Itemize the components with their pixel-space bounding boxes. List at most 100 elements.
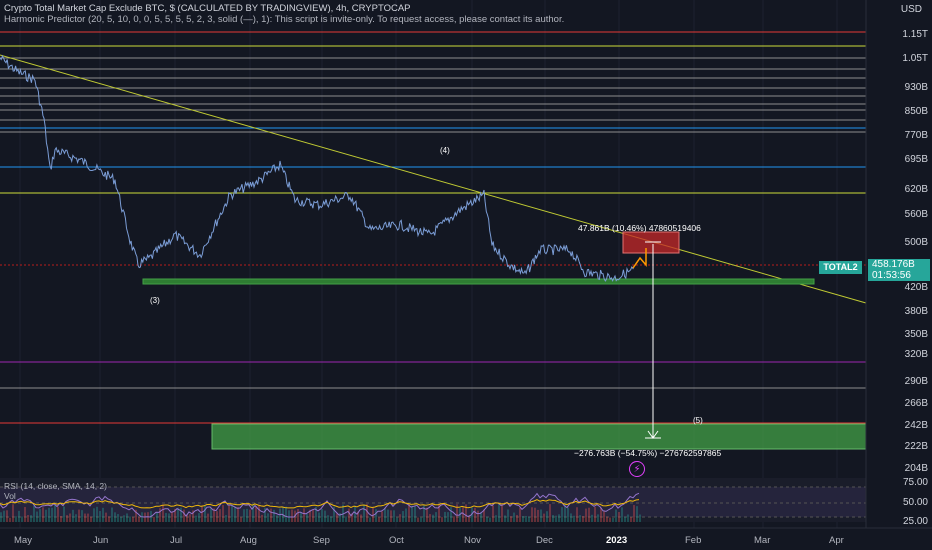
bar-countdown: 01:53:56: [872, 270, 911, 281]
time-tick: Nov: [464, 535, 481, 546]
last-price-tag[interactable]: 458.176B 01:53:56: [868, 259, 930, 281]
volume-bar: [36, 511, 38, 522]
price-tick: 420B: [904, 282, 928, 293]
volume-bar: [363, 504, 365, 522]
volume-bar: [546, 511, 548, 522]
symbol-tag[interactable]: TOTAL2: [819, 261, 862, 274]
volume-bar: [339, 513, 341, 522]
measure-up-label[interactable]: 47.861B (10.46%) 47860519406: [578, 223, 701, 233]
time-tick: 2023: [606, 535, 628, 546]
volume-bar: [417, 517, 419, 522]
time-tick: Jun: [93, 535, 109, 546]
volume-bar: [621, 507, 623, 522]
volume-bar: [3, 510, 5, 522]
measure-down-label[interactable]: −276.763B (−54.75%) −276762597865: [574, 448, 722, 458]
volume-bar: [111, 507, 113, 522]
volume-bar: [165, 512, 167, 522]
time-tick: Dec: [536, 535, 553, 546]
volume-bar: [558, 514, 560, 522]
support-zone[interactable]: [142, 278, 815, 285]
indicator-label[interactable]: Harmonic Predictor (20, 5, 10, 0, 0, 5, …: [4, 14, 565, 25]
volume-bar: [6, 510, 8, 522]
volume-bar: [441, 517, 443, 522]
wave-label-4[interactable]: (4): [440, 146, 450, 155]
wave-label-5[interactable]: (5): [693, 416, 703, 425]
volume-bar: [387, 509, 389, 522]
price-tick: 500B: [904, 237, 928, 248]
volume-bar: [303, 508, 305, 522]
volume-bar: [51, 507, 53, 522]
volume-bar: [264, 507, 266, 522]
volume-bar: [456, 504, 458, 522]
volume-bar: [288, 510, 290, 522]
volume-bar: [432, 514, 434, 522]
volume-bar: [105, 512, 107, 522]
volume-bar: [525, 515, 527, 522]
volume-bar: [501, 504, 503, 522]
volume-bar: [9, 517, 11, 522]
volume-bar: [243, 509, 245, 522]
volume-bar: [411, 505, 413, 522]
volume-bar: [354, 505, 356, 522]
volume-bar: [513, 512, 515, 522]
volume-bar: [90, 516, 92, 522]
volume-bar: [357, 511, 359, 522]
rsi-title[interactable]: RSI (14, close, SMA, 14, 2): [4, 481, 107, 491]
volume-bar: [33, 505, 35, 522]
volume-bar: [366, 504, 368, 522]
volume-bar: [498, 504, 500, 522]
volume-bar: [99, 511, 101, 522]
wave-label-3[interactable]: (3): [150, 296, 160, 305]
volume-bar: [72, 509, 74, 522]
price-tick: 930B: [904, 82, 928, 93]
price-tick: 850B: [904, 106, 928, 117]
volume-bar: [21, 516, 23, 522]
volume-bar: [639, 514, 641, 522]
trendline[interactable]: [0, 54, 867, 304]
volume-bar: [438, 504, 440, 522]
volume-bar: [612, 517, 614, 522]
volume-bar: [252, 504, 254, 522]
last-price: 458.176B: [872, 259, 915, 270]
volume-bar: [426, 507, 428, 522]
volume-bar: [285, 506, 287, 522]
volume-bar: [81, 510, 83, 522]
volume-bar: [564, 504, 566, 522]
volume-bar: [591, 514, 593, 522]
price-tick: 620B: [904, 184, 928, 195]
volume-bar: [270, 508, 272, 522]
volume-bar: [249, 509, 251, 522]
volume-bar: [534, 507, 536, 522]
volume-bar: [129, 516, 131, 522]
volume-bar: [42, 507, 44, 522]
volume-bar: [327, 515, 329, 522]
volume-title[interactable]: Vol: [4, 491, 16, 501]
volume-bar: [117, 514, 119, 522]
time-tick: Aug: [240, 535, 257, 546]
volume-bar: [510, 516, 512, 522]
volume-bar: [0, 512, 2, 522]
volume-bar: [69, 513, 71, 522]
price-tick: 290B: [904, 376, 928, 387]
volume-bar: [447, 512, 449, 522]
price-tick: 320B: [904, 349, 928, 360]
time-tick: Oct: [389, 535, 404, 546]
volume-bar: [489, 517, 491, 522]
volume-bar: [63, 506, 65, 522]
volume-bar: [585, 508, 587, 522]
volume-bar: [48, 507, 50, 522]
downside-target-zone[interactable]: [211, 423, 867, 450]
volume-bar: [507, 509, 509, 522]
volume-bar: [402, 511, 404, 522]
lightning-icon[interactable]: ⚡: [629, 461, 645, 477]
volume-bar: [450, 507, 452, 522]
volume-bar: [183, 509, 185, 522]
time-tick: Mar: [754, 535, 771, 546]
volume-bar: [399, 514, 401, 522]
currency-label[interactable]: USD: [900, 4, 922, 15]
volume-bar: [177, 507, 179, 522]
price-series: [0, 54, 640, 282]
volume-bar: [162, 504, 164, 522]
volume-bar: [618, 512, 620, 522]
